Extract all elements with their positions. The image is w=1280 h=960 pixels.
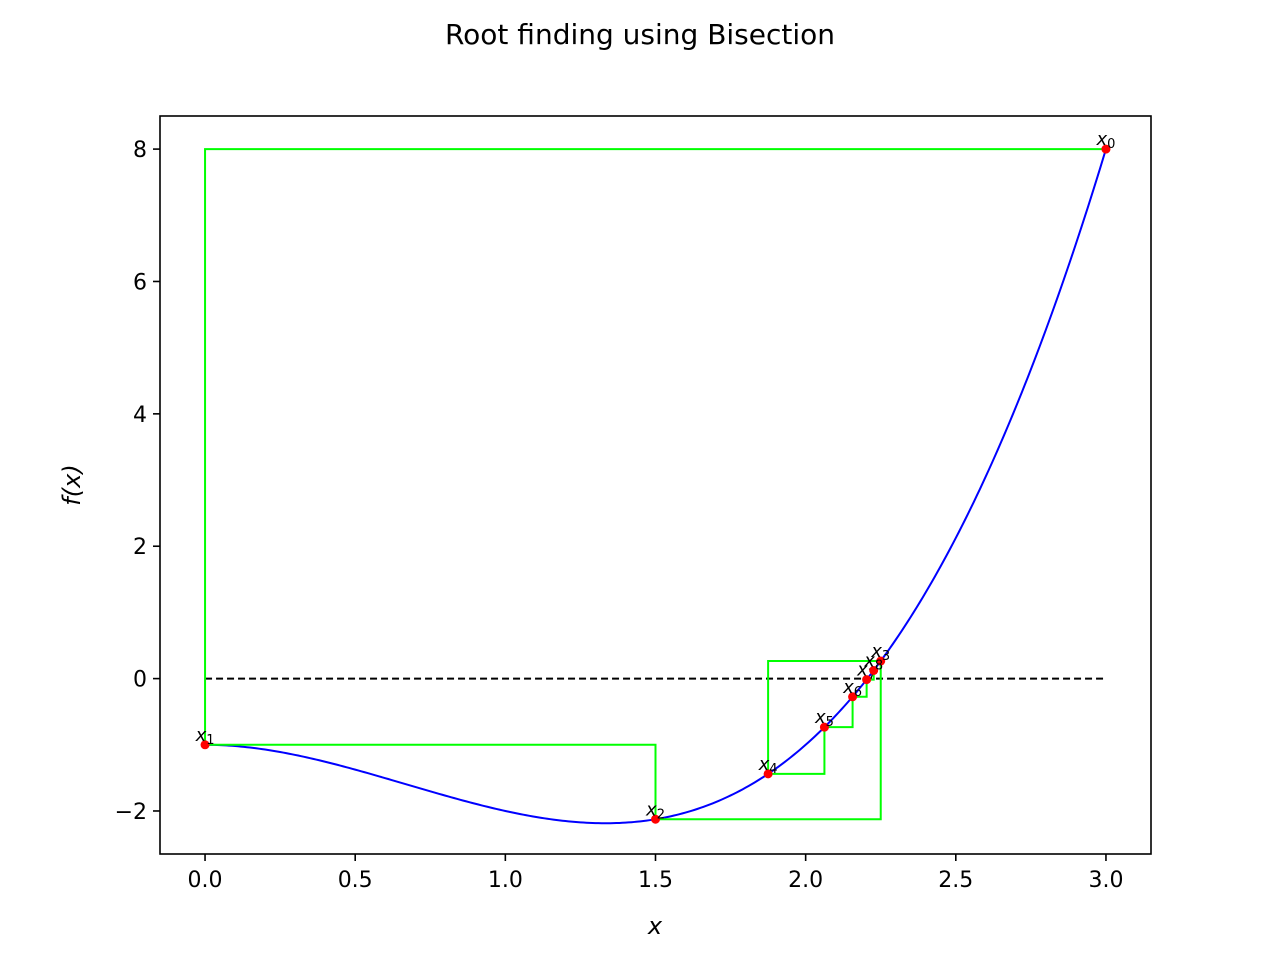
iterate-point-1 bbox=[200, 740, 210, 750]
iterate-label-6: x6 bbox=[842, 677, 862, 700]
y-axis: −2 0 2 4 6 8 bbox=[115, 138, 160, 825]
x-tick-label: 2.0 bbox=[788, 868, 823, 893]
iterate-label-4: x4 bbox=[758, 754, 778, 777]
iterate-label-8: x8 bbox=[863, 650, 883, 673]
x-tick-label: 2.5 bbox=[938, 868, 973, 893]
y-axis-label: f(x) bbox=[58, 464, 86, 505]
iterate-point-6 bbox=[848, 692, 858, 702]
iterate-point-4 bbox=[763, 769, 773, 779]
plot-area bbox=[204, 148, 1107, 825]
y-tick-label: 8 bbox=[133, 138, 147, 163]
y-tick-label: −2 bbox=[115, 800, 147, 825]
y-tick-label: 4 bbox=[133, 403, 147, 428]
iterate-point-3 bbox=[876, 656, 886, 666]
y-tick-label: 0 bbox=[133, 668, 147, 693]
iterate-point-5 bbox=[819, 722, 829, 732]
x-tick-label: 1.5 bbox=[638, 868, 673, 893]
function-curve bbox=[205, 148, 1107, 825]
plot-frame bbox=[159, 115, 1152, 855]
x-axis-label: x bbox=[647, 912, 663, 940]
y-tick-label: 6 bbox=[133, 270, 147, 295]
iterate-point-2 bbox=[651, 814, 660, 824]
x-tick-label: 0.0 bbox=[188, 868, 223, 893]
iterate-label-5: x5 bbox=[814, 707, 834, 730]
iterate-point-7 bbox=[862, 675, 872, 685]
bisection-path bbox=[204, 148, 1106, 821]
x-tick-label: 3.0 bbox=[1088, 868, 1123, 893]
x-axis: 0.0 0.5 1.0 1.5 2.0 2.5 3.0 bbox=[188, 854, 1123, 893]
iterate-label-1: x1 bbox=[195, 725, 215, 748]
iterate-label-3: x3 bbox=[870, 641, 890, 664]
x-tick-label: 0.5 bbox=[338, 868, 373, 893]
iterate-label-0: x0 bbox=[1095, 129, 1115, 152]
x-tick-label: 1.0 bbox=[488, 868, 523, 893]
iterate-label-7: x7 bbox=[856, 660, 876, 683]
chart-title: Root finding using Bisection bbox=[445, 18, 835, 51]
iterate-label-2: x2 bbox=[645, 799, 665, 822]
iterate-point-8 bbox=[869, 665, 879, 675]
iterate-point-0 bbox=[1101, 144, 1111, 154]
y-tick-label: 2 bbox=[133, 535, 147, 560]
